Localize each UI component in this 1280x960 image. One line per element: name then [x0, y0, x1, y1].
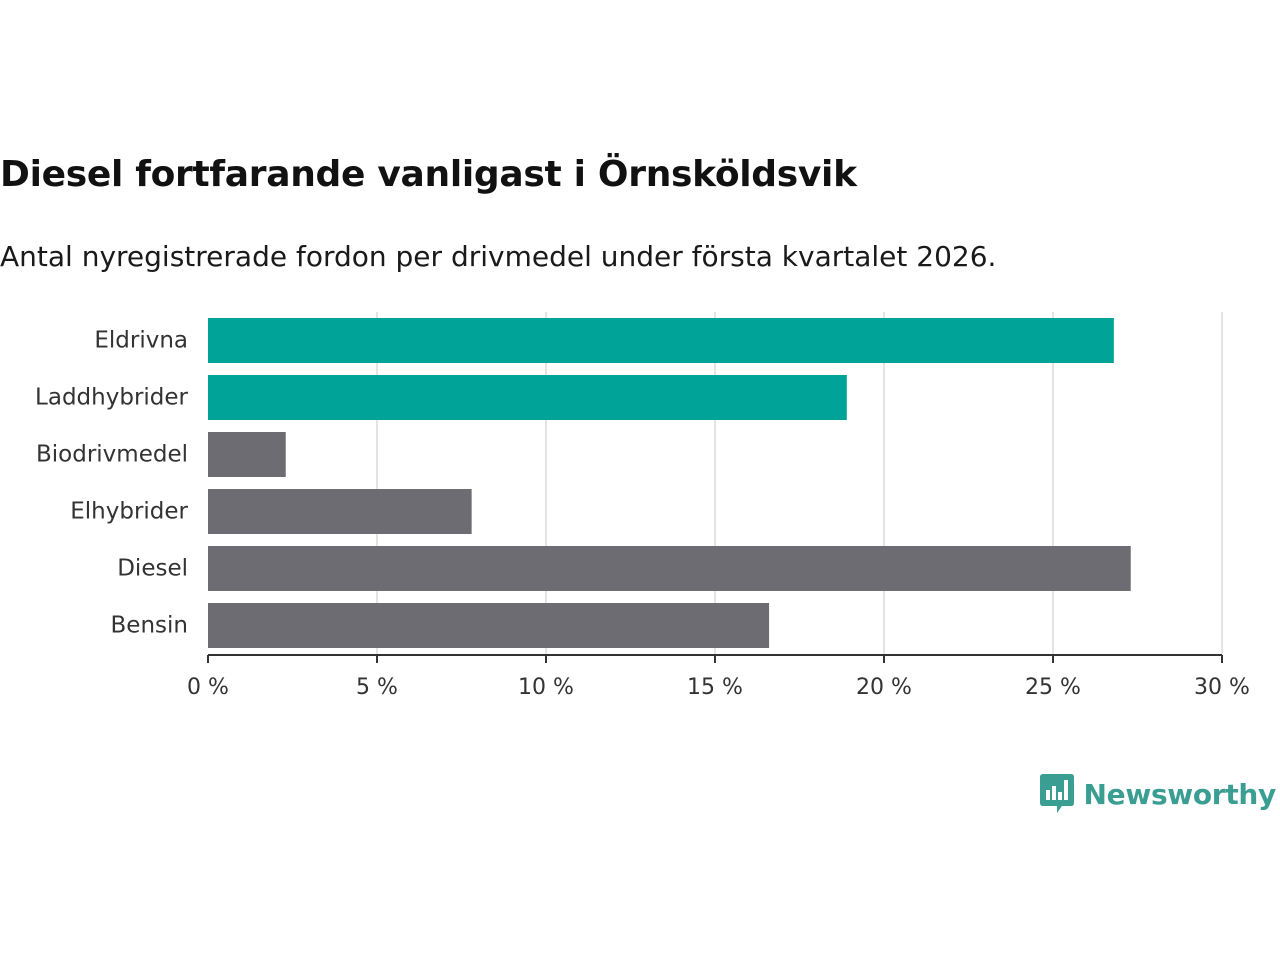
category-label: Eldrivna [94, 328, 188, 354]
brand-logo: Newsworthy [1039, 774, 1277, 814]
newsworthy-logo-icon [1039, 774, 1074, 813]
bar-diesel [208, 546, 1131, 591]
category-label: Elhybrider [70, 499, 188, 525]
x-tick-label: 10 % [518, 675, 574, 700]
category-labels: Eldrivna Laddhybrider Biodrivmedel Elhybrid… [35, 328, 188, 639]
category-label: Biodrivmedel [36, 442, 188, 468]
grid-lines [376, 312, 1223, 655]
x-tick-label: 25 % [1025, 675, 1081, 700]
x-tick-label: 0 % [187, 675, 229, 700]
bar-eldrivna [208, 318, 1114, 363]
bar-chart: Eldrivna Laddhybrider Biodrivmedel Elhybrid… [35, 312, 1250, 700]
bar-laddhybrider [208, 375, 847, 420]
category-label: Laddhybrider [35, 385, 188, 411]
bar-biodrivmedel [208, 432, 286, 477]
bar-elhybrider [208, 489, 472, 534]
category-label: Diesel [117, 556, 188, 582]
brand-name: Newsworthy [1083, 777, 1277, 811]
chart-title: Diesel fortfarande vanligast i Örnskölds… [0, 154, 857, 195]
chart-subtitle: Antal nyregistrerade fordon per drivmede… [0, 240, 997, 273]
x-tick-label: 20 % [856, 675, 912, 700]
bars [208, 318, 1131, 648]
category-label: Bensin [111, 613, 188, 639]
x-tick-label: 30 % [1194, 675, 1250, 700]
bar-bensin [208, 603, 770, 648]
x-tick-label: 15 % [687, 675, 743, 700]
x-tick-label: 5 % [356, 675, 398, 700]
x-axis: 0 % 5 % 10 % 15 % 20 % 25 % 30 % [187, 654, 1250, 700]
